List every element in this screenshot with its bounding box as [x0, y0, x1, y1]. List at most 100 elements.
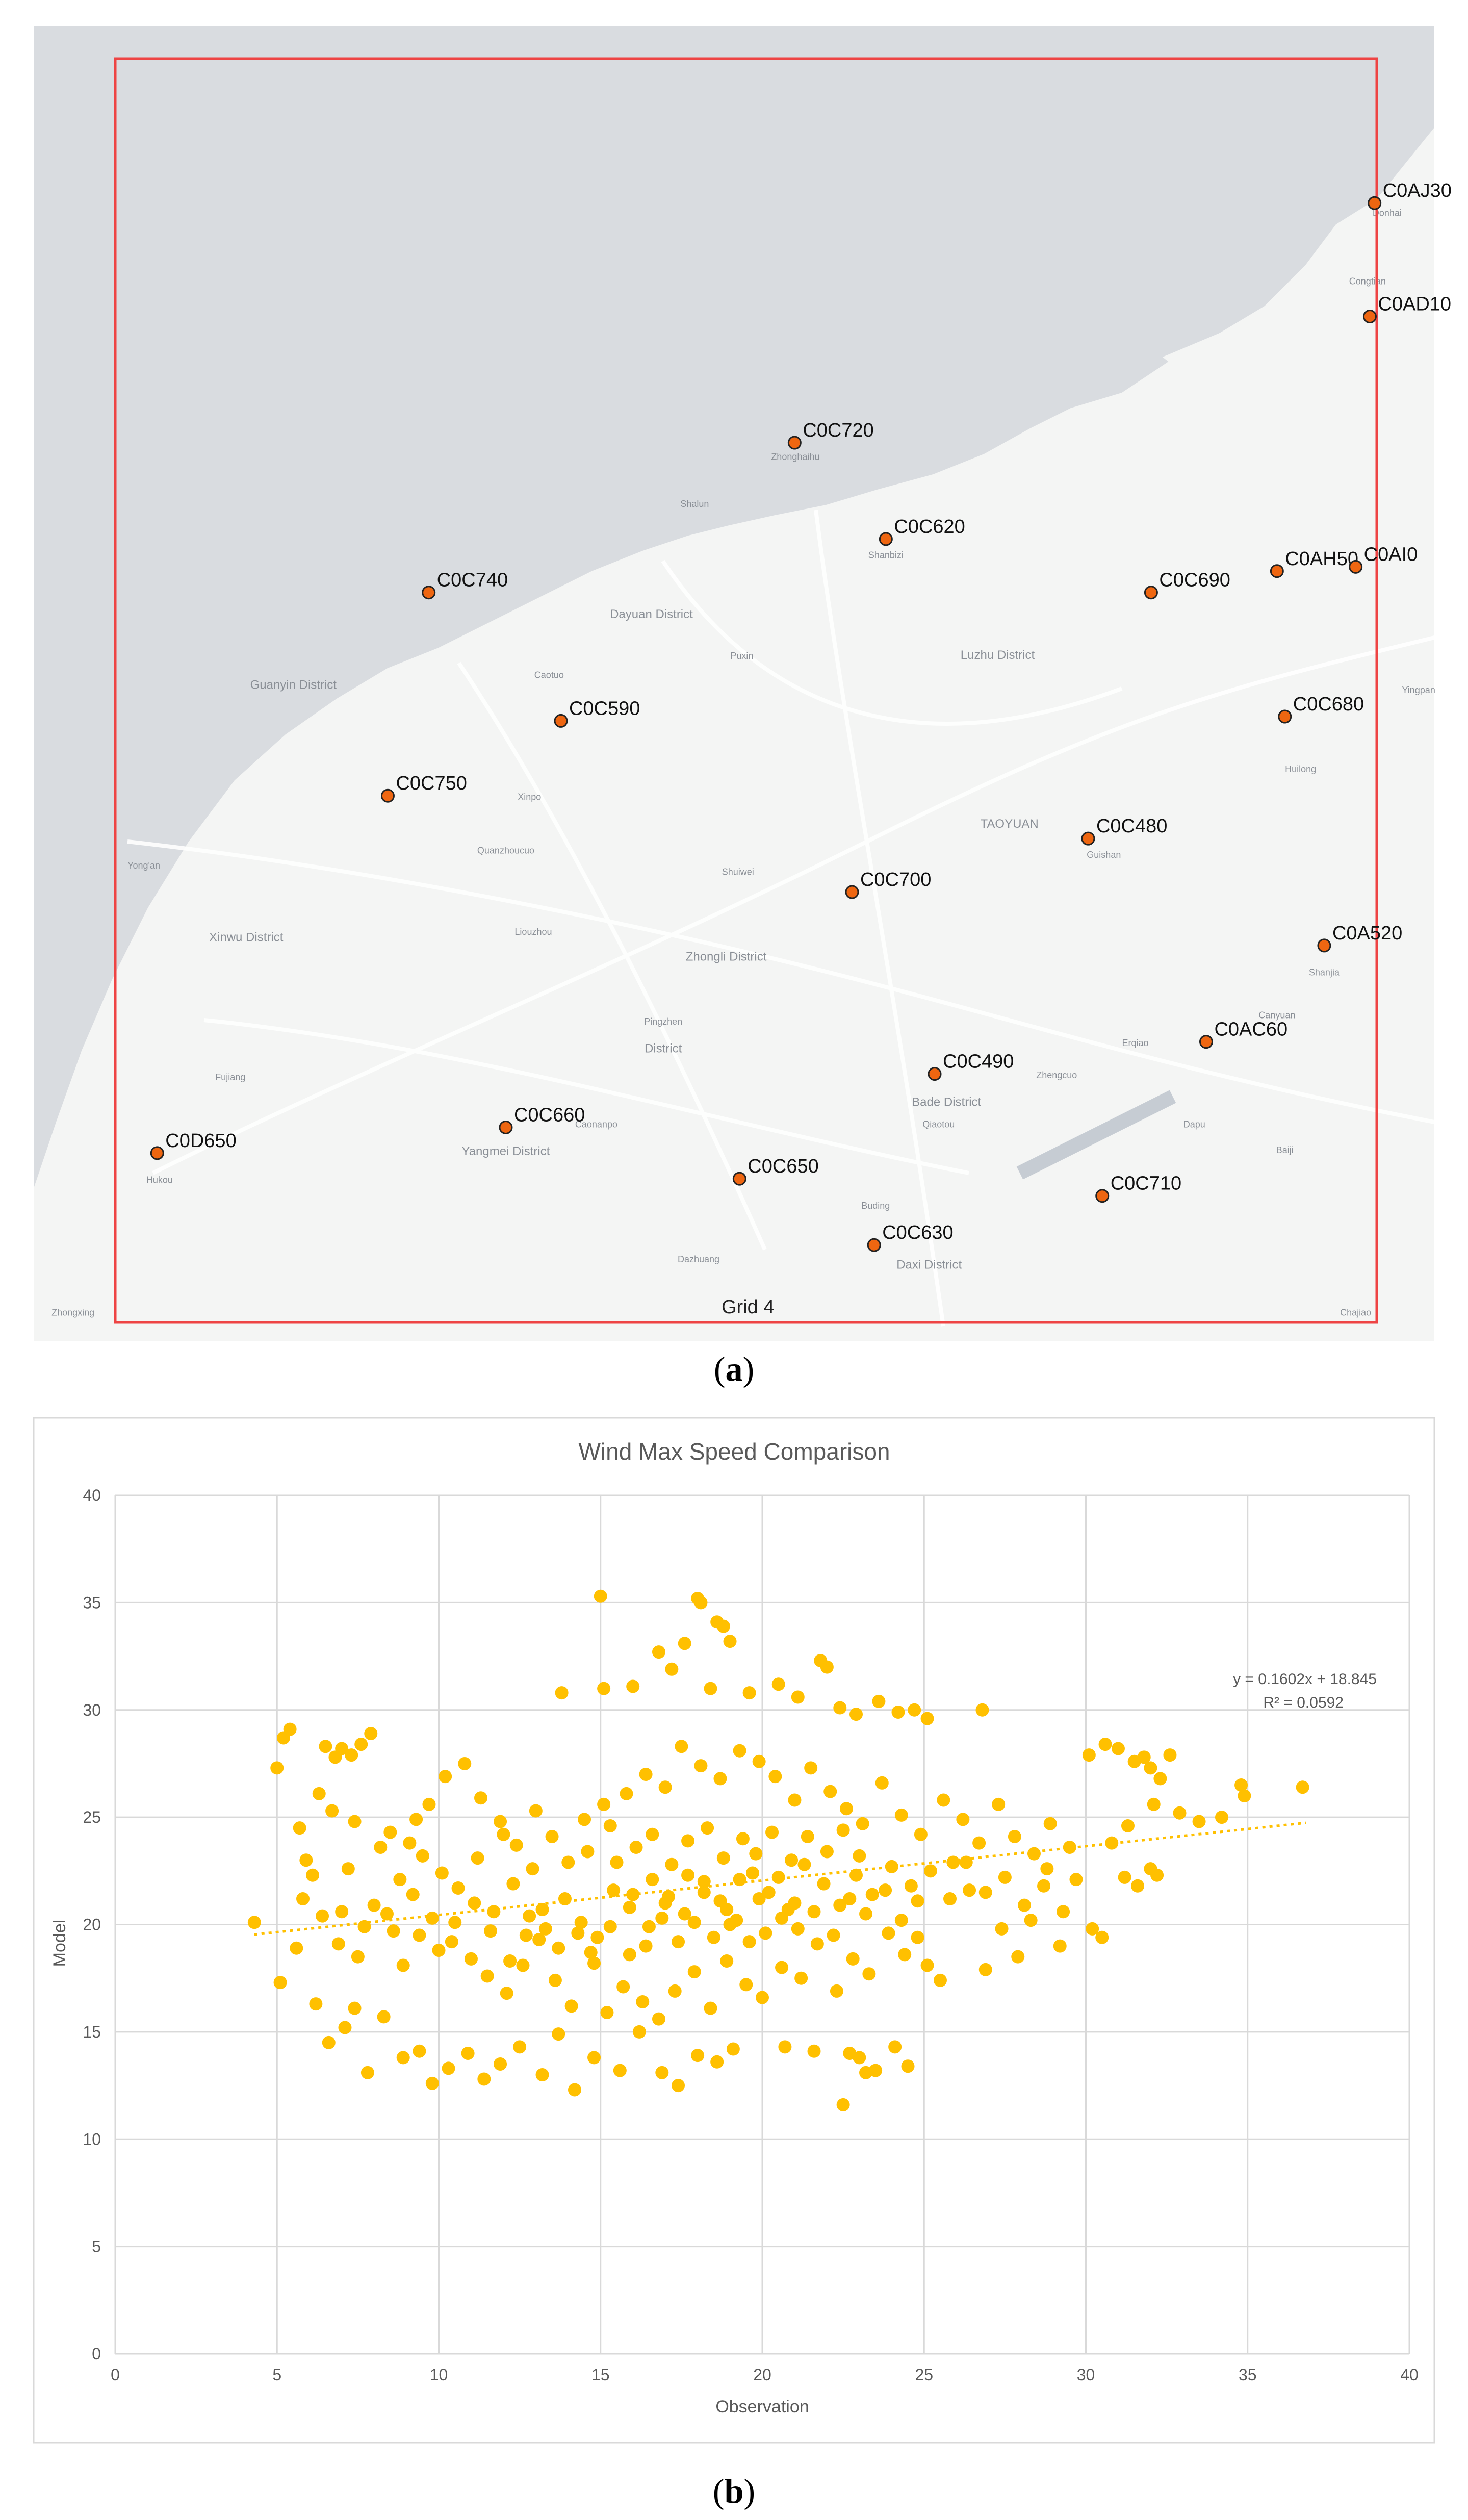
station-label: C0C690: [1159, 570, 1230, 591]
station-map-panel: Donhai Congtian Zhonghaihu Shalun Shanbizi Da…: [34, 26, 1452, 1341]
station-marker: [1144, 586, 1158, 600]
station-marker: [1317, 938, 1331, 953]
scatter-point: [771, 1677, 785, 1691]
scatter-point: [425, 2076, 439, 2090]
scatter-point: [503, 1954, 517, 1968]
scatter-point: [594, 1589, 607, 1603]
y-tick-label: 5: [92, 2237, 101, 2256]
place-label: Erqiao: [1122, 1038, 1149, 1048]
scatter-point: [623, 1900, 636, 1914]
y-tick-label: 35: [83, 1593, 101, 1612]
scatter-point: [1008, 1829, 1021, 1843]
station-label: C0C620: [894, 516, 965, 538]
station-marker: [845, 885, 859, 899]
x-tick-label: 25: [915, 2365, 933, 2384]
r-squared: R² = 0.0592: [1263, 1694, 1344, 1711]
scatter-points: [247, 1589, 1309, 2111]
scatter-point: [836, 1823, 850, 1837]
scatter-point: [1082, 1748, 1096, 1762]
place-label: Shuiwei: [722, 867, 754, 877]
chart-title: Wind Max Speed Comparison: [578, 1438, 890, 1465]
scatter-point: [396, 2051, 410, 2065]
station-c0a520: C0A520: [1317, 923, 1402, 953]
station-c0c660: C0C660: [499, 1104, 585, 1134]
scatter-point: [409, 1813, 423, 1826]
y-tick-label: 10: [83, 2130, 101, 2148]
place-label: District: [645, 1042, 682, 1056]
station-label: C0C740: [437, 570, 508, 591]
scatter-point: [681, 1834, 695, 1848]
scatter-point: [383, 1825, 397, 1839]
scatter-point: [704, 2001, 717, 2015]
scatter-point: [978, 1963, 992, 1976]
scatter-point: [270, 1761, 284, 1775]
station-c0d650: C0D650: [150, 1130, 237, 1160]
station-c0c490: C0C490: [928, 1051, 1014, 1081]
scatter-point: [646, 1827, 659, 1841]
scatter-point: [658, 1896, 672, 1910]
scatter-point: [820, 1845, 834, 1859]
scatter-point: [665, 1857, 679, 1871]
station-label: C0C720: [803, 420, 873, 441]
scatter-point: [526, 1862, 539, 1876]
scatter-point: [771, 1870, 785, 1884]
map-water-strait: [34, 26, 1434, 1188]
station-c0c710: C0C710: [1095, 1173, 1181, 1203]
scatter-point: [519, 1928, 533, 1942]
station-c0c720: C0C720: [787, 420, 874, 450]
scatter-point: [474, 1791, 487, 1805]
station-label: C0AD10: [1378, 294, 1451, 315]
scatter-point: [387, 1924, 400, 1938]
scatter-point: [972, 1836, 986, 1850]
station-label: C0C650: [748, 1156, 818, 1177]
scatter-point: [694, 1596, 708, 1610]
scatter-point: [1063, 1841, 1076, 1854]
scatter-point: [963, 1883, 976, 1897]
scatter-point: [801, 1829, 814, 1843]
scatter-point: [1057, 1905, 1070, 1919]
scatter-point: [587, 1956, 601, 1970]
scatter-point: [1011, 1950, 1025, 1964]
scatter-point: [600, 2006, 614, 2020]
weather-stations: C0AJ30 C0AD10 C0C720 C0C620 C0AH50 C0AI0 C0C69…: [150, 180, 1452, 1252]
scatter-point: [471, 1851, 484, 1865]
scatter-point: [759, 1926, 772, 1940]
station-c0ac60: C0AC60: [1199, 1019, 1287, 1049]
scatter-point: [1043, 1817, 1057, 1830]
panel-b-caption: (b): [712, 2472, 756, 2510]
scatter-point: [1098, 1738, 1112, 1751]
scatter-point: [742, 1935, 756, 1949]
scatter-point: [756, 1991, 769, 2004]
station-c0c680: C0C680: [1278, 694, 1364, 724]
place-label: Qiaotou: [922, 1119, 955, 1129]
scatter-point: [616, 1980, 630, 1994]
station-label: C0C660: [514, 1104, 585, 1126]
place-labels: Donhai Congtian Zhonghaihu Shalun Shanbizi Da…: [51, 208, 1435, 1317]
scatter-point: [933, 1973, 947, 1987]
scatter-point: [768, 1770, 782, 1784]
scatter-point: [316, 1909, 329, 1923]
scatter-point: [1069, 1873, 1083, 1887]
scatter-point: [451, 1881, 465, 1895]
scatter-point: [603, 1920, 617, 1933]
scatter-point: [807, 1905, 821, 1919]
scatter-point: [416, 1849, 429, 1863]
map-north-coast: [1377, 128, 1434, 214]
station-marker: [1278, 709, 1292, 724]
place-label: Yingpan: [1402, 685, 1435, 695]
y-tick-label: 0: [92, 2345, 101, 2363]
scatter-point: [720, 1903, 734, 1917]
scatter-point: [992, 1797, 1006, 1811]
scatter-point: [484, 1924, 498, 1938]
scatter-point: [296, 1892, 310, 1906]
scatter-point: [745, 1866, 759, 1880]
place-label: Puxin: [730, 651, 753, 661]
scatter-point: [529, 1804, 543, 1818]
chart-frame: [33, 1417, 1435, 2444]
scatter-point: [901, 2059, 915, 2073]
station-label: C0C590: [569, 698, 640, 719]
scatter-point: [891, 1705, 905, 1719]
scatter-point: [752, 1754, 766, 1768]
scatter-point: [807, 2044, 821, 2058]
scatter-point: [1121, 1819, 1135, 1832]
